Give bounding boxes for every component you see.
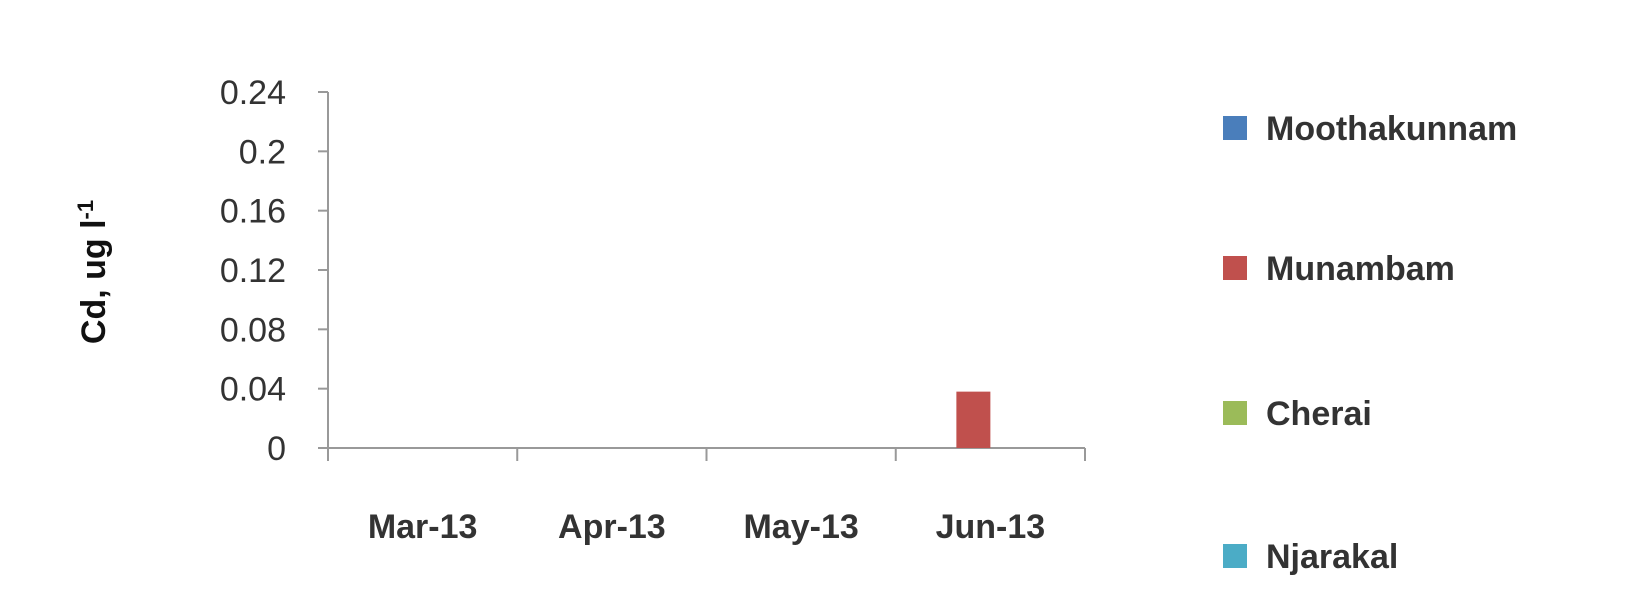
legend-swatch	[1223, 401, 1247, 425]
x-category-label: Apr-13	[558, 508, 666, 546]
plot-area: 0 0.04 0.08 0.12 0.16 0.2 0.24 Mar-13 Apr-13 May-…	[220, 74, 1086, 546]
bar	[956, 391, 991, 448]
y-axis-title-text: Cd, ug l	[75, 219, 113, 344]
y-axis-title-superscript: -1	[73, 200, 98, 220]
x-category-label: May-13	[743, 508, 858, 546]
y-tick-label: 0.24	[220, 74, 286, 112]
legend-label: Moothakunnam	[1266, 110, 1517, 148]
legend-swatch	[1223, 116, 1247, 140]
x-category-label: Mar-13	[368, 508, 478, 546]
y-tick-label: 0.04	[220, 371, 286, 409]
y-axis-title: Cd, ug l-1	[73, 200, 113, 344]
svg-text:Cd, ug l-1: Cd, ug l-1	[73, 200, 113, 344]
legend-label: Cherai	[1266, 395, 1372, 433]
y-tick-label: 0.12	[220, 252, 286, 290]
y-tick-label: 0	[267, 430, 286, 468]
legend: Moothakunnam Munambam Cherai Njarakal	[1223, 110, 1517, 576]
x-category-label: Jun-13	[936, 508, 1046, 546]
y-tick-label: 0.08	[220, 311, 286, 349]
legend-label: Munambam	[1266, 250, 1455, 288]
legend-swatch	[1223, 544, 1247, 568]
y-tick-label: 0.16	[220, 193, 286, 231]
legend-label: Njarakal	[1266, 538, 1398, 576]
legend-swatch	[1223, 256, 1247, 280]
y-tick-label: 0.2	[239, 133, 286, 171]
